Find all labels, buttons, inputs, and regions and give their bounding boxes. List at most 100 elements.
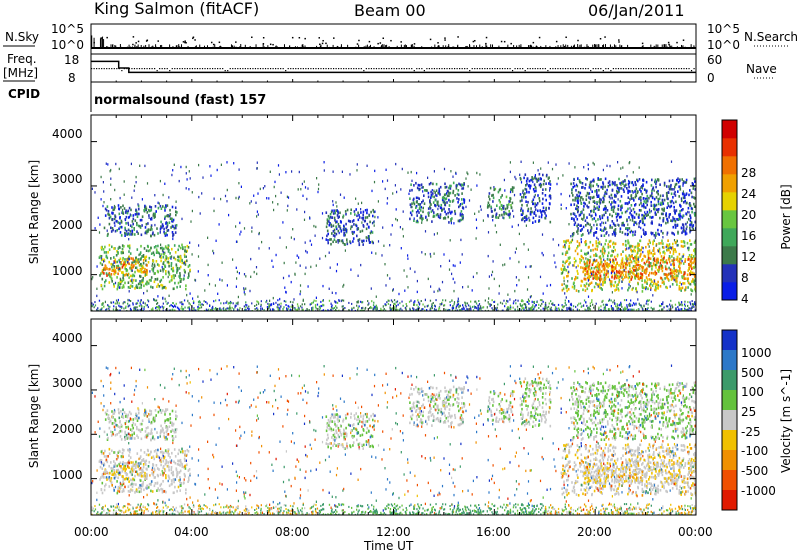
scatter-cell: [624, 239, 627, 243]
scatter-cell: [545, 182, 547, 185]
scatter-cell: [121, 244, 124, 247]
scatter-cell: [125, 222, 127, 225]
scatter-cell: [678, 185, 680, 189]
noise-cell: [690, 303, 692, 306]
noise-cell: [332, 200, 334, 203]
scatter-cell: [605, 239, 607, 242]
scatter-cell: [141, 215, 144, 218]
scatter-cell: [610, 203, 612, 206]
noise-cell: [439, 289, 441, 292]
noise-cell: [377, 200, 379, 203]
scatter-cell: [139, 252, 141, 256]
ground-scatter-cell: [552, 302, 554, 305]
scatter-cell: [667, 220, 669, 224]
scatter-cell: [624, 264, 627, 267]
scatter-cell: [582, 198, 584, 201]
scatter-cell: [119, 222, 121, 225]
noise-cell: [632, 286, 634, 290]
ground-scatter-cell: [257, 301, 259, 304]
scatter-cell: [599, 278, 601, 281]
scatter-cell: [150, 226, 153, 229]
scatter-cell: [625, 256, 628, 259]
scatter-cell: [426, 189, 428, 192]
noise-cell: [282, 276, 285, 280]
ground-scatter-cell: [633, 308, 635, 311]
scatter-cell: [108, 222, 111, 226]
noise-cell: [457, 297, 459, 300]
scatter-cell: [667, 202, 669, 205]
scatter-cell: [650, 184, 653, 187]
scatter-cell: [665, 221, 667, 225]
ground-scatter-cell: [137, 299, 139, 302]
scatter-cell: [131, 220, 134, 223]
scatter-cell: [638, 244, 640, 247]
noise-cell: [424, 230, 427, 233]
noise-cell: [335, 292, 337, 295]
ground-scatter-cell: [120, 305, 122, 308]
ground-scatter-cell: [338, 309, 340, 311]
noise-cell: [250, 275, 252, 278]
scatter-cell: [603, 194, 606, 198]
noise-cell: [532, 161, 534, 164]
ground-scatter-cell: [464, 301, 466, 304]
noise-cell: [628, 247, 630, 250]
noise-cell: [190, 220, 192, 223]
noise-cell: [257, 192, 259, 195]
ground-scatter-cell: [395, 308, 398, 311]
scatter-cell: [675, 280, 677, 283]
scatter-cell: [426, 218, 428, 222]
scatter-cell: [588, 264, 591, 267]
scatter-cell: [105, 279, 107, 282]
ground-scatter-cell: [313, 299, 315, 302]
scatter-cell: [548, 194, 551, 198]
noise-cell: [522, 191, 524, 194]
scatter-cell: [161, 226, 163, 229]
scatter-cell: [146, 271, 148, 275]
ground-scatter-cell: [230, 301, 232, 304]
ground-scatter-cell: [367, 300, 369, 303]
ground-scatter-cell: [434, 309, 436, 311]
scatter-cell: [152, 212, 155, 216]
scatter-cell: [684, 232, 687, 236]
scatter-cell: [437, 204, 440, 208]
scatter-cell: [606, 188, 608, 192]
scatter-cell: [611, 214, 613, 218]
scatter-cell: [159, 280, 161, 283]
scatter-cell: [652, 249, 655, 252]
scatter-cell: [671, 199, 673, 203]
scatter-cell: [610, 268, 613, 272]
scatter-cell: [588, 267, 590, 270]
scatter-cell: [597, 263, 599, 266]
scatter-cell: [528, 190, 530, 194]
scatter-cell: [659, 216, 661, 220]
ground-scatter-cell: [647, 307, 649, 310]
ground-scatter-cell: [538, 307, 540, 309]
scatter-cell: [117, 281, 120, 285]
scatter-cell: [539, 185, 542, 189]
noise-cell: [591, 214, 593, 217]
ground-scatter-cell: [260, 305, 262, 308]
scatter-cell: [506, 206, 509, 210]
ground-scatter-cell: [285, 300, 287, 303]
noise-cell: [400, 188, 402, 191]
noise-cell: [253, 194, 255, 197]
noise-cell: [287, 196, 290, 199]
scatter-cell: [122, 251, 124, 255]
scatter-cell: [352, 219, 355, 222]
scatter-cell: [117, 283, 120, 287]
scatter-cell: [174, 231, 177, 234]
scatter-cell: [596, 273, 598, 277]
scatter-cell: [329, 216, 332, 219]
ground-scatter-cell: [152, 308, 154, 311]
noise-cell: [285, 246, 287, 249]
scatter-cell: [681, 192, 684, 195]
scatter-cell: [641, 275, 643, 278]
scatter-cell: [543, 210, 546, 213]
noise-cell: [149, 270, 151, 273]
scatter-cell: [676, 280, 678, 283]
scatter-cell: [545, 208, 547, 212]
scatter-cell: [168, 273, 171, 276]
scatter-cell: [607, 251, 610, 255]
ground-scatter-cell: [259, 309, 262, 311]
scatter-cell: [119, 282, 122, 285]
